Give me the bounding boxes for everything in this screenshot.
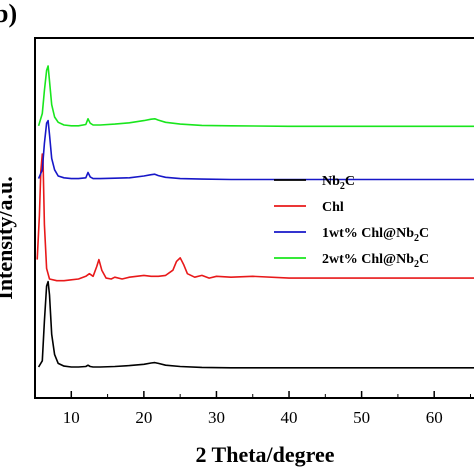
legend-label: 1wt% Chl@Nb2C [322,226,429,244]
x-tick-label: 60 [426,408,443,427]
x-tick-label: 10 [63,408,80,427]
x-tick-label: 30 [208,408,225,427]
series-line-2 [37,119,474,181]
x-tick-label: 40 [281,408,298,427]
y-axis-title: Intensity/a.u. [0,176,17,299]
series-line-1 [36,153,474,282]
x-tick-label: 50 [353,408,370,427]
legend-label: Nb2C [322,174,355,192]
legend: Nb2C Chl 1wt% Chl@Nb2C 2wt% Chl@Nb2C [274,174,429,270]
series-layer [36,65,474,369]
x-axis-ticks: 10 20 30 40 50 60 [63,391,471,427]
series-line-3 [37,65,474,128]
x-axis-title: 2 Theta/degree [195,442,334,467]
legend-label: Chl [322,200,344,215]
x-tick-label: 20 [135,408,152,427]
plot-frame [34,37,474,399]
series-line-0 [37,280,474,369]
panel-label: b) [0,0,17,28]
legend-label: 2wt% Chl@Nb2C [322,252,429,270]
